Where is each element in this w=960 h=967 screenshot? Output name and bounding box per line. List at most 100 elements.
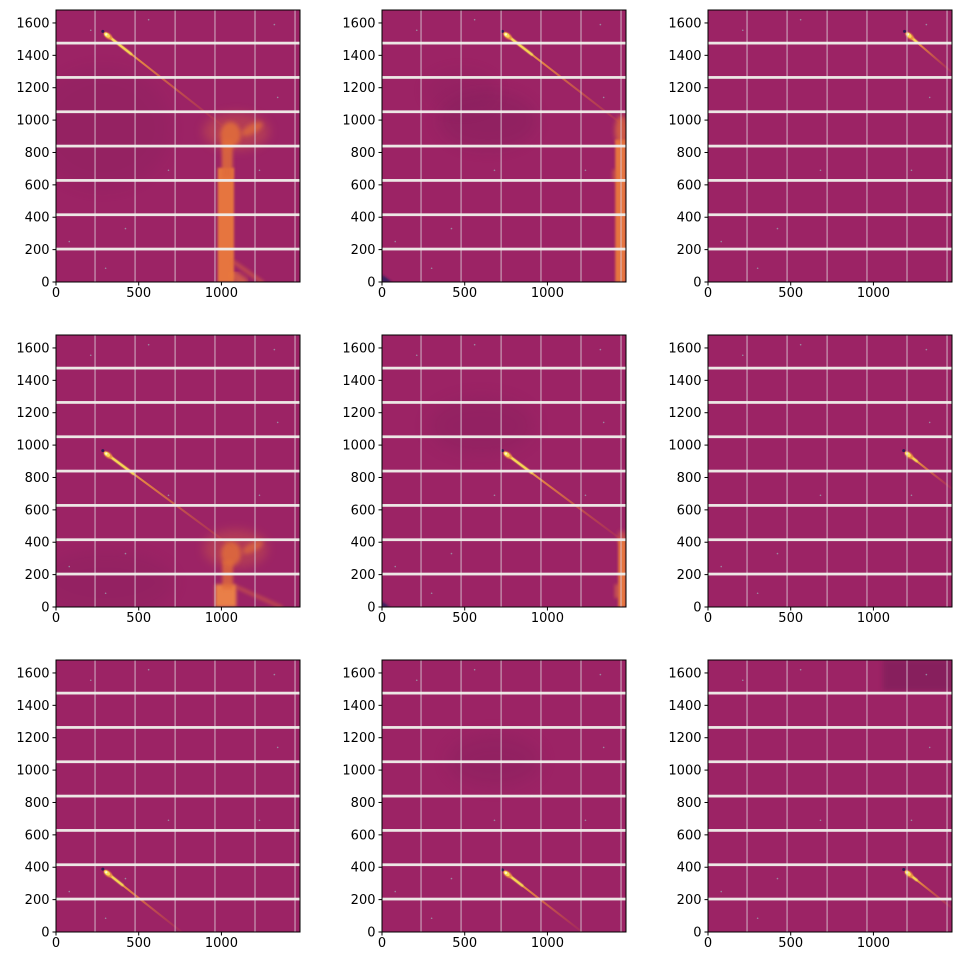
module-gap-band (56, 76, 300, 79)
y-tick-label: 1400 (668, 49, 701, 64)
x-tick-label: 500 (126, 936, 151, 951)
diffraction-spot (500, 449, 512, 459)
hot-pixel-speckle (756, 592, 759, 595)
module-gap-band (708, 179, 952, 182)
y-tick-label: 0 (693, 275, 701, 290)
y-tick-label: 800 (25, 471, 50, 486)
detector-panel-r3-c2 (382, 660, 626, 932)
hot-pixel-speckle (104, 917, 107, 920)
spot-dark-pixel (902, 867, 906, 871)
x-tick-label: 0 (378, 286, 386, 301)
detector-artifact (242, 540, 264, 554)
y-tick-label: 1000 (342, 439, 375, 454)
spot-dark-pixel (101, 867, 105, 871)
diffraction-spot (101, 29, 113, 40)
hot-pixel-speckle (258, 819, 261, 822)
module-gap-band (56, 726, 300, 729)
hot-pixel-speckle (394, 890, 397, 893)
hot-pixel-speckle (493, 169, 496, 172)
y-tick-label: 400 (677, 536, 702, 551)
y-tick-label: 0 (693, 600, 701, 615)
detector-artifact (217, 167, 234, 282)
module-gap-band (56, 213, 300, 217)
y-tick-label: 400 (25, 861, 50, 876)
x-tick-label: 500 (778, 936, 803, 951)
x-tick-label: 1000 (857, 286, 890, 301)
hot-pixel-speckle (473, 343, 476, 346)
module-gap-band (56, 41, 300, 45)
detector-panel-r2-c3 (708, 335, 952, 607)
axes-ticks: 0 200 400 600 800 1000 1200 1400 1600 0 500 1000 (668, 666, 890, 951)
diffraction-spot (500, 29, 512, 40)
hot-pixel-speckle (167, 169, 170, 172)
module-gap-band (708, 726, 952, 729)
axes-ticks: 0 200 400 600 800 1000 1200 1400 1600 0 500 1000 (16, 16, 238, 301)
y-tick-label: 1200 (668, 81, 701, 96)
hot-pixel-speckle (167, 819, 170, 822)
y-tick-label: 800 (677, 471, 702, 486)
x-tick-label: 0 (52, 611, 60, 626)
hot-pixel-speckle (720, 565, 723, 568)
x-tick-label: 1000 (205, 286, 238, 301)
module-gap-band (56, 435, 300, 439)
module-gap-band (382, 829, 626, 832)
module-gap-band (382, 726, 626, 729)
hot-pixel-speckle (124, 227, 127, 230)
hot-pixel-speckle (450, 227, 453, 230)
y-tick-label: 1600 (342, 16, 375, 31)
spot-hot-center (504, 33, 508, 36)
y-tick-label: 400 (351, 211, 376, 226)
y-tick-label: 400 (25, 211, 50, 226)
detector-panel-r3-c3 (708, 660, 952, 932)
x-tick-label: 500 (126, 611, 151, 626)
y-tick-label: 1000 (668, 764, 701, 779)
hot-pixel-speckle (147, 668, 150, 671)
y-tick-label: 800 (677, 796, 702, 811)
y-tick-label: 600 (25, 828, 50, 843)
axes-spine (55, 659, 301, 933)
x-tick-label: 500 (452, 936, 477, 951)
y-tick-label: 1200 (342, 731, 375, 746)
axes-ticks: 0 200 400 600 800 1000 1200 1400 1600 0 500 1000 (342, 341, 564, 626)
y-tick-label: 1400 (16, 699, 49, 714)
y-tick-label: 200 (351, 568, 376, 583)
hot-pixel-speckle (599, 23, 602, 26)
detector-artifact (614, 115, 626, 146)
detector-artifact (241, 121, 263, 137)
y-tick-label: 200 (677, 568, 702, 583)
hot-pixel-speckle (473, 18, 476, 21)
module-gap-band (382, 144, 626, 148)
module-gap-band (56, 179, 300, 182)
module-gap-band (708, 760, 952, 764)
axes-spine (707, 9, 953, 283)
hot-pixel-speckle (756, 917, 759, 920)
y-tick-label: 200 (677, 893, 702, 908)
hot-pixel-speckle (756, 267, 759, 270)
y-tick-label: 800 (351, 146, 376, 161)
axes-ticks: 0 200 400 600 800 1000 1200 1400 1600 0 500 1000 (16, 341, 238, 626)
spot-hot-center (504, 871, 508, 875)
hot-pixel-speckle (776, 227, 779, 230)
hot-pixel-speckle (147, 343, 150, 346)
hot-pixel-speckle (89, 29, 92, 32)
axes-ticks: 0 200 400 600 800 1000 1200 1400 1600 0 500 1000 (16, 666, 238, 951)
module-gap-band (56, 504, 300, 507)
hot-pixel-speckle (925, 348, 928, 351)
hot-pixel-speckle (910, 169, 913, 172)
spot-dark-pixel (500, 449, 504, 453)
x-tick-label: 500 (452, 611, 477, 626)
hot-pixel-speckle (776, 877, 779, 880)
module-gap-band (708, 435, 952, 439)
module-gap-band (708, 144, 952, 148)
spot-dark-pixel (101, 29, 105, 33)
x-tick-label: 1000 (531, 611, 564, 626)
hot-pixel-speckle (799, 668, 802, 671)
x-tick-label: 1000 (531, 286, 564, 301)
hot-pixel-speckle (415, 679, 418, 682)
module-gap-band (56, 110, 300, 114)
y-tick-label: 1000 (16, 439, 49, 454)
hot-pixel-speckle (430, 267, 433, 270)
module-gap-band (56, 760, 300, 764)
y-tick-label: 800 (25, 796, 50, 811)
hot-pixel-speckle (450, 877, 453, 880)
